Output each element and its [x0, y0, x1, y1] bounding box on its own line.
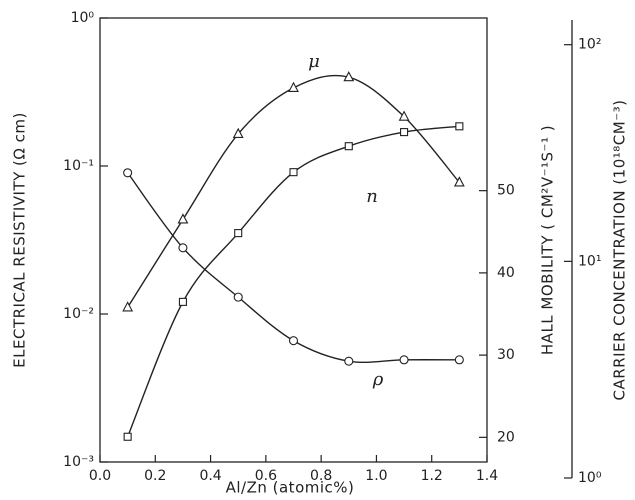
marker: [343, 71, 355, 82]
marker: [234, 229, 243, 238]
marker: [288, 336, 299, 346]
plot-frame: [99, 17, 488, 463]
y-tick-label: 10⁻¹: [63, 158, 94, 174]
y2-tick-label: 30: [497, 347, 515, 363]
y2-tick-label: 40: [497, 265, 515, 281]
y2-tick-label: 20: [497, 429, 515, 445]
series-line: [127, 172, 460, 364]
x-axis-title: Al/Zn (atomic%): [226, 479, 355, 497]
marker: [453, 176, 465, 187]
marker: [399, 355, 409, 365]
marker: [178, 243, 188, 253]
marker: [123, 168, 133, 178]
marker: [400, 128, 409, 137]
y3-tick-label: 10¹: [578, 253, 601, 269]
y2-axis-title: HALL MOBILITY ( CM²V⁻¹S⁻¹ ): [539, 125, 557, 355]
y-tick-label: 10⁻²: [63, 306, 94, 322]
series-label: ρ: [372, 369, 384, 390]
y-tick-label: 10⁰: [71, 10, 95, 26]
y3-axis-title: CARRIER CONCENTRATION (10¹⁸CM⁻³): [611, 100, 629, 401]
marker: [178, 297, 187, 306]
x-tick-label: 1.4: [476, 468, 498, 484]
marker: [288, 81, 299, 92]
x-tick-label: 0.4: [199, 468, 221, 484]
marker: [455, 122, 464, 131]
x-tick-label: 0.0: [89, 468, 111, 484]
marker: [454, 355, 464, 365]
series-label: μ: [308, 51, 320, 72]
marker: [177, 213, 189, 224]
x-tick-label: 0.6: [255, 468, 277, 484]
marker: [232, 127, 244, 138]
x-tick-label: 0.2: [144, 468, 166, 484]
y-axis-title: ELECTRICAL RESISTIVITY (Ω cm): [11, 112, 29, 368]
marker: [344, 142, 353, 151]
y3-tick-label: 10⁰: [578, 470, 602, 486]
marker: [289, 168, 298, 177]
y3-tick-label: 10²: [578, 37, 601, 53]
y-tick-label: 10⁻³: [63, 454, 94, 470]
x-tick-label: 1.0: [365, 468, 387, 484]
series-line: [127, 74, 460, 308]
marker: [123, 432, 132, 441]
marker: [233, 292, 243, 302]
series-label: n: [366, 186, 378, 207]
y2-tick-label: 50: [497, 183, 515, 199]
marker: [344, 356, 354, 366]
x-tick-label: 0.8: [310, 468, 332, 484]
marker: [122, 301, 134, 312]
marker: [398, 110, 410, 121]
x-tick-label: 1.2: [421, 468, 443, 484]
